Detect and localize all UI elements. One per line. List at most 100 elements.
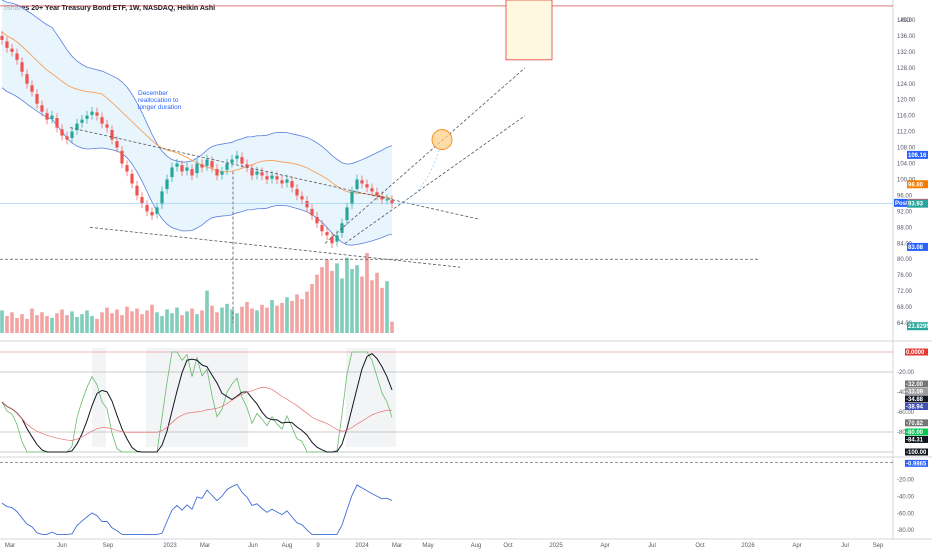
- candle: [175, 163, 179, 167]
- volume-bar: [240, 306, 244, 333]
- volume-bar: [210, 305, 214, 333]
- candle: [370, 188, 374, 192]
- volume-bar: [225, 303, 229, 333]
- price-tag-prefix: [894, 198, 908, 207]
- volume-bar: [25, 318, 29, 333]
- channel-line-lower: [344, 115, 526, 244]
- trend-line-lower: [89, 226, 461, 268]
- candle: [75, 123, 79, 131]
- volume-bar: [60, 309, 64, 333]
- osc-shade: [92, 348, 106, 447]
- osc1-tag-text: -70.82: [906, 421, 924, 427]
- volume-bar: [65, 315, 69, 333]
- candle: [375, 192, 379, 196]
- candle: [230, 159, 234, 163]
- price-tag: [907, 242, 928, 251]
- osc2-tag: [905, 459, 928, 467]
- volume-bar: [275, 305, 279, 333]
- volume-bar: [250, 308, 254, 333]
- price-tick-label: 132.00: [897, 50, 916, 56]
- projection-path: [397, 147, 441, 204]
- candle: [215, 169, 219, 176]
- candle: [85, 115, 89, 119]
- price-tick-label: 64.00: [897, 321, 913, 327]
- volume-bar: [105, 307, 109, 333]
- price-tag-text: 106.16: [908, 153, 927, 159]
- volume-bar: [155, 312, 159, 333]
- price-tick-label: 116.00: [897, 114, 916, 120]
- volume-bar: [255, 310, 259, 333]
- osc1-tag: [905, 348, 928, 356]
- volume-bar: [335, 263, 339, 333]
- candle: [210, 161, 214, 168]
- volume-bar: [205, 290, 209, 333]
- price-tick-label: 76.00: [897, 273, 913, 279]
- volume-bar: [330, 270, 334, 333]
- osc1-long-line: [1, 387, 393, 441]
- osc1-slow-line: [1, 353, 393, 453]
- price-tag-text: 83.08: [908, 245, 924, 251]
- osc1-tag-text: -32.00: [906, 382, 924, 388]
- price-tag-text: 98.80: [908, 182, 924, 188]
- volume-bar: [30, 308, 34, 333]
- target-circle: [431, 129, 453, 150]
- volume-bar: [190, 308, 194, 333]
- candle: [160, 191, 164, 205]
- candle: [30, 85, 34, 92]
- candle: [55, 118, 59, 128]
- volume-bar: [110, 313, 114, 333]
- price-tag: [907, 322, 928, 331]
- time-tick-label: Sep: [873, 543, 884, 549]
- candle: [25, 74, 29, 84]
- price-tick-label: 120.00: [897, 98, 916, 104]
- osc1-tick-label: -60.00: [897, 410, 915, 416]
- volume-bar: [45, 316, 49, 333]
- candle: [355, 179, 359, 190]
- volume-bar: [130, 311, 134, 333]
- candle: [195, 163, 199, 174]
- volume-bar: [350, 269, 354, 333]
- bollinger-band-fill: [2, 0, 392, 246]
- candle: [360, 180, 364, 184]
- candle: [130, 173, 134, 184]
- volume-bar: [295, 294, 299, 333]
- candle: [330, 236, 334, 244]
- candle: [110, 130, 114, 140]
- volume-bar: [195, 314, 199, 333]
- volume-bar: [120, 315, 124, 333]
- osc2-tick-label: -80.00: [897, 528, 915, 534]
- volume-bar: [345, 257, 349, 333]
- candle: [345, 207, 349, 221]
- osc1-tag-text: -84.31: [906, 438, 924, 444]
- time-tick-label: Apr: [792, 543, 801, 549]
- candle: [225, 163, 229, 170]
- candle: [155, 207, 159, 214]
- volume-bar: [100, 312, 104, 333]
- volume-bar: [285, 297, 289, 333]
- channel-line-upper: [324, 67, 526, 244]
- annotation-text: longer duration: [138, 104, 182, 111]
- candle: [365, 184, 369, 188]
- volume-bar: [290, 301, 294, 333]
- volume-bar: [270, 300, 274, 333]
- price-tag: [907, 199, 928, 208]
- candle: [290, 181, 294, 188]
- candle: [200, 164, 204, 168]
- candle: [380, 196, 384, 200]
- price-tick-label: 112.00: [897, 130, 916, 136]
- volume-bar: [50, 317, 54, 333]
- candle: [170, 167, 174, 178]
- candle: [50, 115, 54, 119]
- volume-bar: [20, 314, 24, 333]
- volume-bar: [265, 307, 269, 333]
- candle: [305, 201, 309, 208]
- candle: [385, 199, 389, 201]
- candle: [165, 179, 169, 190]
- osc1-tag: [905, 388, 928, 395]
- osc-shade: [146, 348, 248, 447]
- volume-bar: [300, 299, 304, 333]
- price-tick-label: 140.00: [897, 18, 916, 24]
- candle: [235, 155, 239, 159]
- osc1-tag-text: -38.94: [906, 405, 924, 411]
- volume-bar: [245, 301, 249, 333]
